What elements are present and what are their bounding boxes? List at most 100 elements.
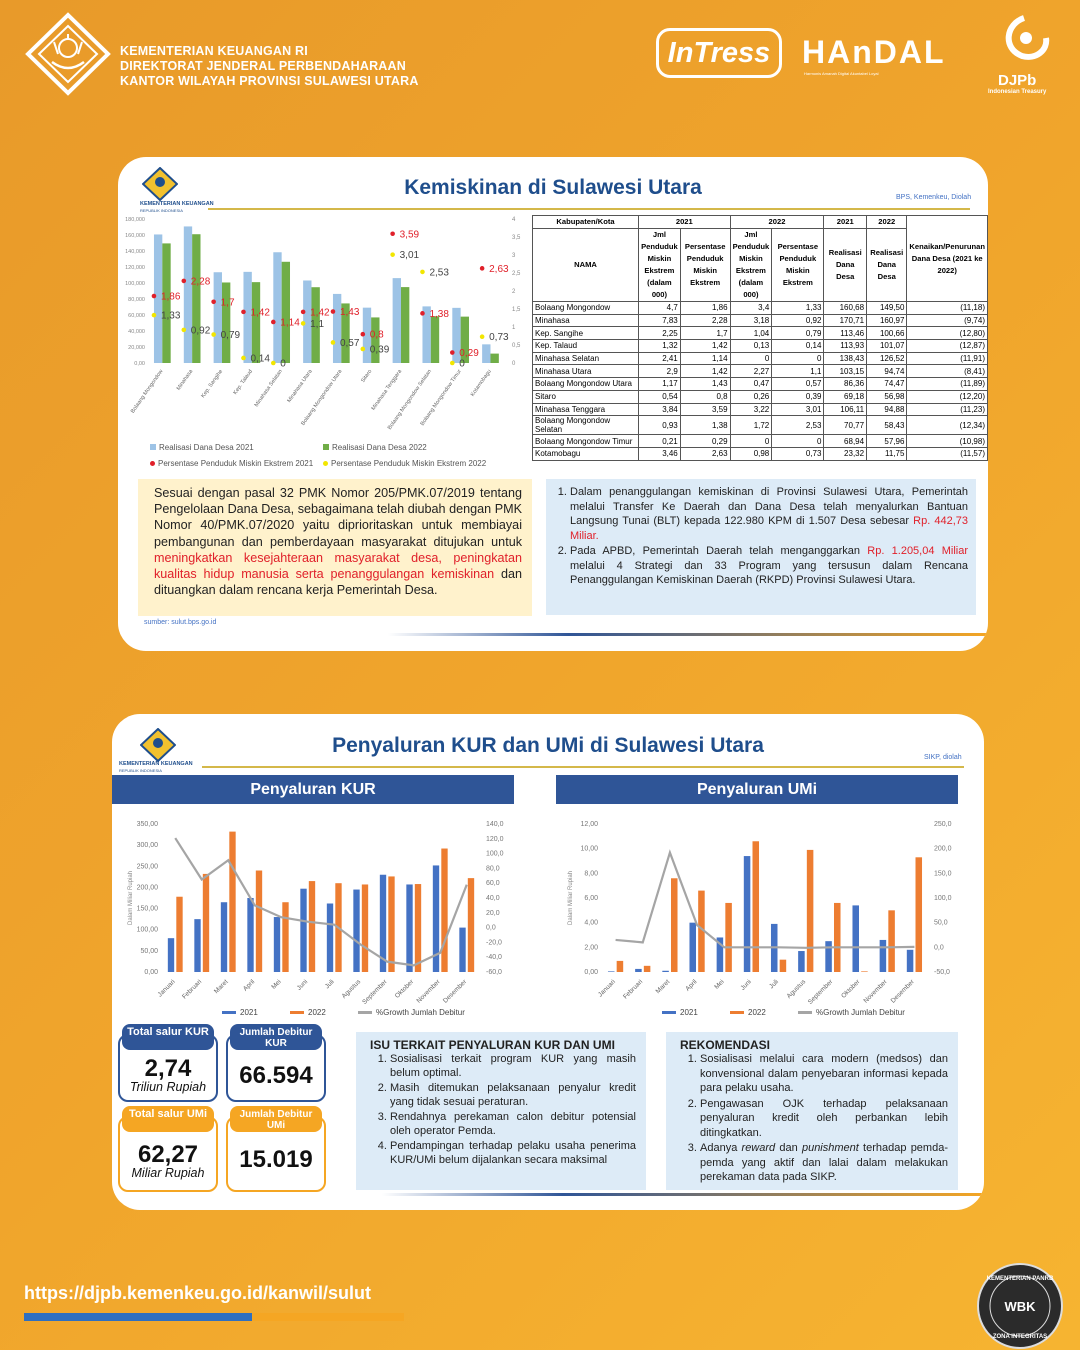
point-pme-2022 [151, 312, 157, 318]
table-cell-value: 1,43 [679, 377, 731, 391]
bar-2022 [308, 881, 316, 972]
bar-2021 [459, 927, 466, 972]
th-real-2021: 2021 [823, 215, 868, 229]
bar-2022 [752, 841, 760, 972]
y2-tick-label: 250,0 [934, 821, 952, 828]
bar-dd-2021 [422, 306, 431, 363]
table-cell-value: 7,83 [638, 313, 681, 328]
mini-logo-sub-2: REPUBLIK INDONESIA [119, 768, 162, 773]
bar-dd-2022 [400, 287, 410, 363]
x-tick-label: November [863, 978, 890, 1005]
y-tick-label: 100,00 [137, 927, 159, 934]
bar-2021 [852, 905, 859, 972]
table-row: Bolaang Mongondow Utara 1,17 1,43 0,47 0,57 8… [531, 377, 988, 391]
bar-2021 [379, 874, 387, 972]
table-cell-value: 2,28 [679, 313, 731, 328]
x-tick-label: Desember [442, 978, 469, 1005]
point-pme-2021 [181, 278, 187, 284]
point-label-2022: 2,53 [429, 267, 449, 278]
umi-total-label: Total salur UMi [122, 1106, 214, 1132]
y2-tick-label: 0 [512, 361, 516, 367]
x-tick-label: Oktober [394, 978, 416, 1000]
table-cell-value: (10,98) [906, 434, 988, 448]
table-cell-value: 3,18 [729, 313, 773, 328]
legend-pme-2021: Persentase Penduduk Miskin Ekstrem 2021 [150, 459, 313, 468]
bar-2022 [698, 890, 705, 972]
legend-swatch-growth [798, 1011, 812, 1014]
table-row: Minahasa Selatan 2,41 1,14 0 0 138,43 126,52 (1… [531, 351, 988, 366]
handal-subtitle: Harmonis Amanah Digital Akuntabel Loyal [804, 71, 879, 76]
card1-footer-stripe [388, 633, 988, 636]
table-cell-value: 0,47 [729, 377, 773, 391]
y2-tick-label: 150,0 [934, 870, 952, 877]
legend-dd-2021: Realisasi Dana Desa 2021 [150, 443, 254, 452]
y-axis-title: Dalam Miliar Rupiah [568, 871, 574, 925]
mini-logo-name: KEMENTERIAN KEUANGAN [140, 201, 214, 207]
bar-2021 [689, 922, 696, 972]
table-row: Minahasa 7,83 2,28 3,18 0,92 170,71 160,97 (9,7… [531, 313, 988, 328]
legend-swatch-2021 [662, 1011, 676, 1014]
bar-2021 [662, 970, 669, 972]
table-row: Bolaang Mongondow Timur 0,21 0,29 0 0 68,94 57… [531, 434, 988, 448]
y2-tick-label: 2,5 [512, 271, 521, 277]
table-cell-value: 69,18 [823, 389, 868, 404]
x-tick-label: Kep. Sangihe [200, 369, 224, 399]
poverty-chart: 0,00 20,000 40,000 60,000 80,000 100,000 120,0… [125, 217, 521, 431]
point-label-2021: 1,43 [340, 307, 360, 318]
point-label-2021: 1,42 [250, 307, 270, 318]
kur-debitur-value: 66.594 [239, 1062, 313, 1089]
table-cell-value: 58,43 [866, 415, 908, 436]
table-cell-value: 0,73 [771, 446, 825, 461]
y2-tick-label: 20,0 [486, 910, 500, 917]
card2-source: SIKP, diolah [924, 754, 962, 761]
point-pme-2022 [241, 355, 246, 361]
website-link[interactable]: https://djpb.kemenkeu.go.id/kanwil/sulut [24, 1283, 372, 1303]
table-cell-value: 0,14 [771, 339, 825, 353]
table-cell-value: 0,92 [771, 313, 825, 328]
table-cell-value: 1,04 [729, 326, 773, 341]
point-label-2022: 0 [459, 359, 465, 370]
bar-dd-2022 [192, 234, 201, 363]
bar-dd-2021 [183, 226, 193, 363]
card1-source: BPS, Kemenkeu, Diolah [896, 194, 972, 201]
isu-item: Pendampingan terhadap pelaku usaha pener… [390, 1139, 636, 1167]
x-tick-label: Februari [181, 978, 203, 1000]
y2-tick-label: 60,0 [486, 880, 500, 887]
point-pme-2022 [360, 346, 366, 352]
isu-list: Sosialisasi terkait program KUR yang mas… [370, 1052, 636, 1167]
table-cell-name: Minahasa Tenggara [531, 402, 640, 417]
bar-dd-2022 [371, 317, 380, 363]
x-tick-label: Minahasa Utara [287, 368, 315, 404]
y-tick-label: 0,00 [144, 969, 158, 976]
table-cell-name: Bolaang Mongondow [531, 301, 640, 315]
isu-title: ISU TERKAIT PENYALURAN KUR DAN UMI [370, 1038, 615, 1052]
y-tick-label: 40,000 [128, 329, 145, 335]
pmk-note: Sesuai dengan pasal 32 PMK Nomor 205/PMK… [154, 486, 523, 598]
legend-label-2022: 2022 [748, 1008, 766, 1017]
y2-tick-label: 100,0 [934, 895, 952, 902]
table-cell-name: Bolaang Mongondow Selatan [531, 415, 640, 436]
djpb-logo-icon [1005, 15, 1050, 60]
table-cell-value: 0 [729, 434, 773, 448]
point-label-2022: 1,33 [161, 311, 181, 322]
table-cell-value: 74,47 [866, 377, 908, 391]
x-tick-label: Desember [890, 978, 917, 1005]
legend-label-2021: 2021 [680, 1008, 698, 1017]
y-tick-label: 200,00 [137, 884, 159, 891]
bar-2022 [671, 878, 678, 972]
y2-tick-label: 1,5 [512, 307, 521, 313]
bar-dd-2021 [243, 271, 252, 363]
table-cell-value: 0 [771, 434, 825, 448]
x-tick-label: Oktober [840, 978, 862, 1000]
table-cell-value: (9,74) [906, 313, 988, 328]
point-label-2022: 0,14 [250, 353, 270, 364]
x-tick-label: Kep. Talaud [233, 369, 255, 396]
y-axis-title: Dalam Miliar Rupiah [128, 871, 134, 925]
bar-2021 [716, 937, 724, 972]
y2-tick-label: 50,0 [934, 920, 948, 927]
y-tick-label: 80,000 [128, 297, 145, 303]
table-cell-name: Kep. Sangihe [531, 326, 640, 341]
kur-umi-card: KEMENTERIAN KEUANGAN REPUBLIK INDONESIA … [112, 714, 984, 1210]
bar-dd-2022 [341, 303, 350, 363]
header-line3: KANTOR WILAYAH PROVINSI SULAWESI UTARA [120, 74, 419, 88]
